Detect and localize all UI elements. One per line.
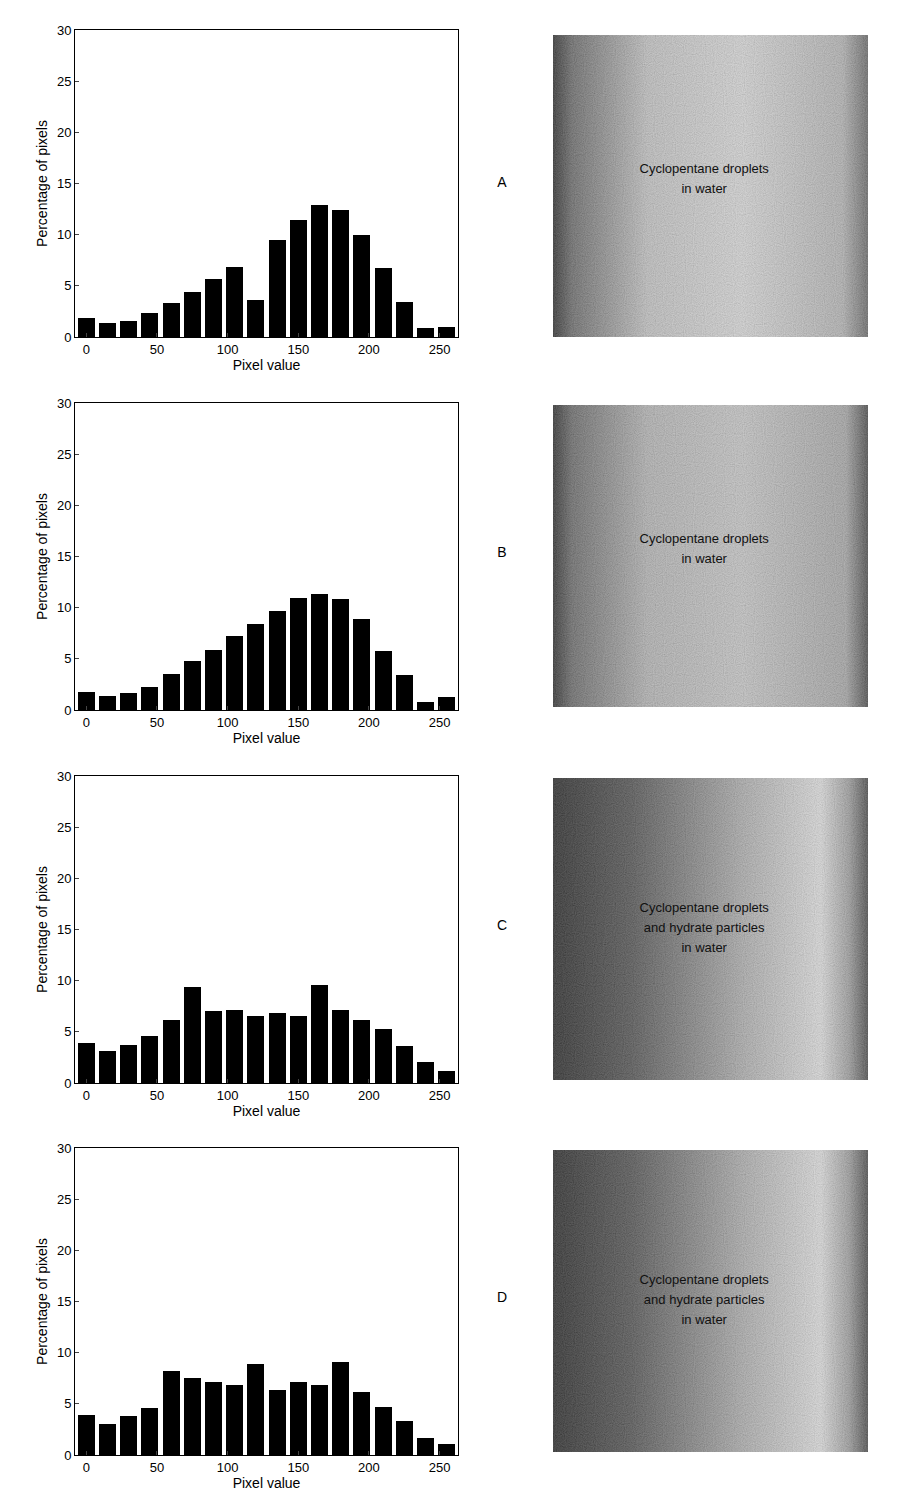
svg-text:250: 250 bbox=[429, 342, 451, 357]
svg-text:C: C bbox=[497, 917, 507, 933]
svg-text:25: 25 bbox=[57, 820, 71, 835]
svg-text:Pixel value: Pixel value bbox=[233, 1103, 301, 1119]
svg-text:100: 100 bbox=[217, 1088, 239, 1103]
svg-text:Cyclopentane droplets: Cyclopentane droplets bbox=[640, 900, 770, 915]
svg-text:D: D bbox=[497, 1289, 507, 1305]
svg-text:30: 30 bbox=[57, 1141, 71, 1156]
svg-text:100: 100 bbox=[217, 1460, 239, 1475]
svg-text:and hydrate particles: and hydrate particles bbox=[644, 920, 765, 935]
svg-text:30: 30 bbox=[57, 396, 71, 411]
svg-text:Pixel value: Pixel value bbox=[233, 730, 301, 746]
svg-text:5: 5 bbox=[64, 651, 71, 666]
svg-text:200: 200 bbox=[358, 715, 380, 730]
svg-text:250: 250 bbox=[429, 1460, 451, 1475]
svg-text:in water: in water bbox=[681, 551, 727, 566]
svg-text:and hydrate particles: and hydrate particles bbox=[644, 1292, 765, 1307]
svg-text:150: 150 bbox=[287, 1460, 309, 1475]
svg-text:Pixel value: Pixel value bbox=[233, 357, 301, 373]
svg-text:10: 10 bbox=[57, 227, 71, 242]
svg-text:200: 200 bbox=[358, 342, 380, 357]
svg-text:0: 0 bbox=[64, 330, 71, 345]
svg-text:0: 0 bbox=[64, 703, 71, 718]
svg-text:Cyclopentane droplets: Cyclopentane droplets bbox=[640, 1272, 770, 1287]
svg-text:in water: in water bbox=[681, 181, 727, 196]
svg-text:5: 5 bbox=[64, 1396, 71, 1411]
svg-text:50: 50 bbox=[150, 1088, 164, 1103]
svg-text:200: 200 bbox=[358, 1088, 380, 1103]
svg-text:20: 20 bbox=[57, 498, 71, 513]
svg-text:100: 100 bbox=[217, 342, 239, 357]
svg-text:25: 25 bbox=[57, 1192, 71, 1207]
svg-text:0: 0 bbox=[83, 1460, 90, 1475]
svg-text:30: 30 bbox=[57, 769, 71, 784]
svg-text:30: 30 bbox=[57, 23, 71, 38]
svg-text:20: 20 bbox=[57, 1243, 71, 1258]
svg-text:20: 20 bbox=[57, 125, 71, 140]
svg-text:100: 100 bbox=[217, 715, 239, 730]
svg-text:Cyclopentane droplets: Cyclopentane droplets bbox=[640, 531, 770, 546]
svg-text:5: 5 bbox=[64, 278, 71, 293]
svg-text:10: 10 bbox=[57, 600, 71, 615]
svg-text:Percentage of pixels: Percentage of pixels bbox=[34, 493, 50, 620]
svg-text:0: 0 bbox=[83, 342, 90, 357]
svg-text:Percentage of pixels: Percentage of pixels bbox=[34, 120, 50, 247]
svg-text:Percentage of pixels: Percentage of pixels bbox=[34, 1238, 50, 1365]
svg-text:Cyclopentane droplets: Cyclopentane droplets bbox=[640, 161, 770, 176]
svg-text:10: 10 bbox=[57, 1345, 71, 1360]
svg-text:50: 50 bbox=[150, 1460, 164, 1475]
svg-text:0: 0 bbox=[83, 1088, 90, 1103]
svg-text:B: B bbox=[497, 544, 506, 560]
svg-text:15: 15 bbox=[57, 922, 71, 937]
svg-text:in water: in water bbox=[681, 940, 727, 955]
svg-text:150: 150 bbox=[287, 715, 309, 730]
svg-text:250: 250 bbox=[429, 715, 451, 730]
svg-text:150: 150 bbox=[287, 342, 309, 357]
svg-text:20: 20 bbox=[57, 871, 71, 886]
svg-text:50: 50 bbox=[150, 342, 164, 357]
svg-text:150: 150 bbox=[287, 1088, 309, 1103]
svg-text:in water: in water bbox=[681, 1312, 727, 1327]
svg-text:25: 25 bbox=[57, 74, 71, 89]
svg-text:5: 5 bbox=[64, 1024, 71, 1039]
svg-text:15: 15 bbox=[57, 176, 71, 191]
svg-text:250: 250 bbox=[429, 1088, 451, 1103]
svg-text:15: 15 bbox=[57, 1294, 71, 1309]
svg-text:10: 10 bbox=[57, 973, 71, 988]
svg-text:50: 50 bbox=[150, 715, 164, 730]
svg-text:Percentage of pixels: Percentage of pixels bbox=[34, 866, 50, 993]
svg-text:A: A bbox=[497, 174, 507, 190]
svg-text:25: 25 bbox=[57, 447, 71, 462]
svg-text:0: 0 bbox=[83, 715, 90, 730]
svg-text:0: 0 bbox=[64, 1076, 71, 1091]
svg-text:15: 15 bbox=[57, 549, 71, 564]
svg-text:Pixel value: Pixel value bbox=[233, 1475, 301, 1491]
svg-text:0: 0 bbox=[64, 1448, 71, 1463]
svg-text:200: 200 bbox=[358, 1460, 380, 1475]
